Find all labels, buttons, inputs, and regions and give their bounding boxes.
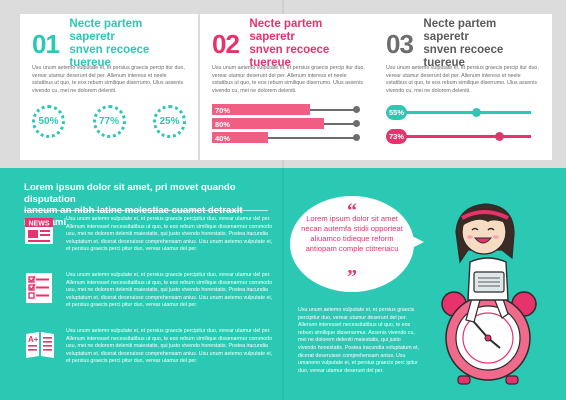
card-body: Usu unum aetemo vulputate ei, et persius… (32, 65, 185, 94)
progress-sliders: 55% 73% (386, 105, 540, 145)
checklist-icon (24, 272, 56, 304)
percent-circles: 50% 77% 25% (32, 105, 186, 139)
card-body: Usu unum aetemo vulputate ei, et persius… (212, 65, 365, 94)
bar-row: 40% (212, 132, 366, 144)
feature-item: NEWS Usu unum aetemo vulputate ei, et pe… (24, 216, 274, 254)
card-number: 01 (32, 28, 60, 59)
bar-fill: 80% (212, 118, 324, 130)
progress-row: 55% (386, 105, 540, 121)
news-icon-label: NEWS (29, 221, 50, 228)
bar-fill: 40% (212, 132, 268, 144)
feature-item: Usu unum aetemo vulputate ei, et persius… (24, 272, 274, 310)
grade-book-icon: A+ (24, 328, 56, 360)
progress-badge: 55% (386, 105, 407, 121)
card-title: Necte partem saperetr snven recoece tuer… (423, 18, 540, 70)
card-body: Usu unum aetemo vulputate ei, et persius… (386, 65, 539, 94)
feature-text: Usu unum aetemo vulputate ei, et persius… (66, 216, 273, 253)
divider (24, 210, 268, 211)
page-spine (282, 0, 284, 400)
quote-bubble-tail (404, 232, 424, 252)
card-title-line2: snven recoece tuereue (69, 44, 150, 69)
news-icon: NEWS (24, 216, 56, 248)
right-body-text: Usu unum aetemo vulputate ei, et persius… (298, 307, 420, 374)
student-alarm-clock-illustration (441, 203, 537, 385)
info-card-01: 01 Necte partem saperetr snven recoece t… (20, 14, 198, 160)
card-header: 02 Necte partem saperetr snven recoece t… (212, 18, 366, 69)
quote-open-mark: “ (347, 200, 357, 222)
progress-badge: 73% (386, 129, 407, 145)
card-number: 03 (386, 28, 414, 59)
percent-circle: 77% (92, 105, 126, 139)
info-card-02: 02 Necte partem saperetr snven recoece t… (200, 14, 378, 160)
feature-item: A+ Usu unum aetemo vulputate ei, et pers… (24, 328, 274, 366)
bar-row: 70% (212, 104, 366, 116)
progress-knob (472, 108, 482, 118)
section-title-line1: Lorem ipsum dolor sit amet, pri movet qu… (24, 182, 236, 205)
card-number: 02 (212, 28, 240, 59)
card-header: 03 Necte partem saperetr snven recoece t… (386, 18, 540, 69)
bar-fill: 70% (212, 104, 310, 116)
card-title: Necte partem saperetr snven recoece tuer… (69, 18, 186, 70)
info-card-03: 03 Necte partem saperetr snven recoece t… (374, 14, 552, 160)
progress-knob (494, 132, 504, 142)
bar-row: 80% (212, 118, 366, 130)
card-title-line1: Necte partem saperetr (423, 18, 497, 43)
card-title-line2: snven recoece tuereue (249, 44, 330, 69)
grade-icon-label: A+ (28, 335, 39, 344)
feature-text: Usu unum aetemo vulputate ei, et persius… (66, 272, 273, 309)
card-title-line1: Necte partem saperetr (249, 18, 323, 43)
horizontal-bars: 70% 80% 40% (212, 104, 366, 144)
card-title-line1: Necte partem saperetr (69, 18, 143, 43)
feature-text: Usu unum aetemo vulputate ei, et persius… (66, 328, 273, 365)
card-header: 01 Necte partem saperetr snven recoece t… (32, 18, 186, 69)
progress-row: 73% (386, 129, 540, 145)
quote-close-mark: ” (347, 266, 357, 288)
quote-bubble: “ Lorem ipsum dolor sit amet necan autem… (290, 196, 414, 292)
card-title: Necte partem saperetr snven recoece tuer… (249, 18, 366, 70)
percent-circle: 25% (153, 105, 186, 139)
percent-circle: 50% (32, 105, 65, 139)
quote-text: Lorem ipsum dolor sit amet necan autemfa… (301, 214, 403, 253)
card-title-line2: snven recoece tuereue (423, 44, 504, 69)
